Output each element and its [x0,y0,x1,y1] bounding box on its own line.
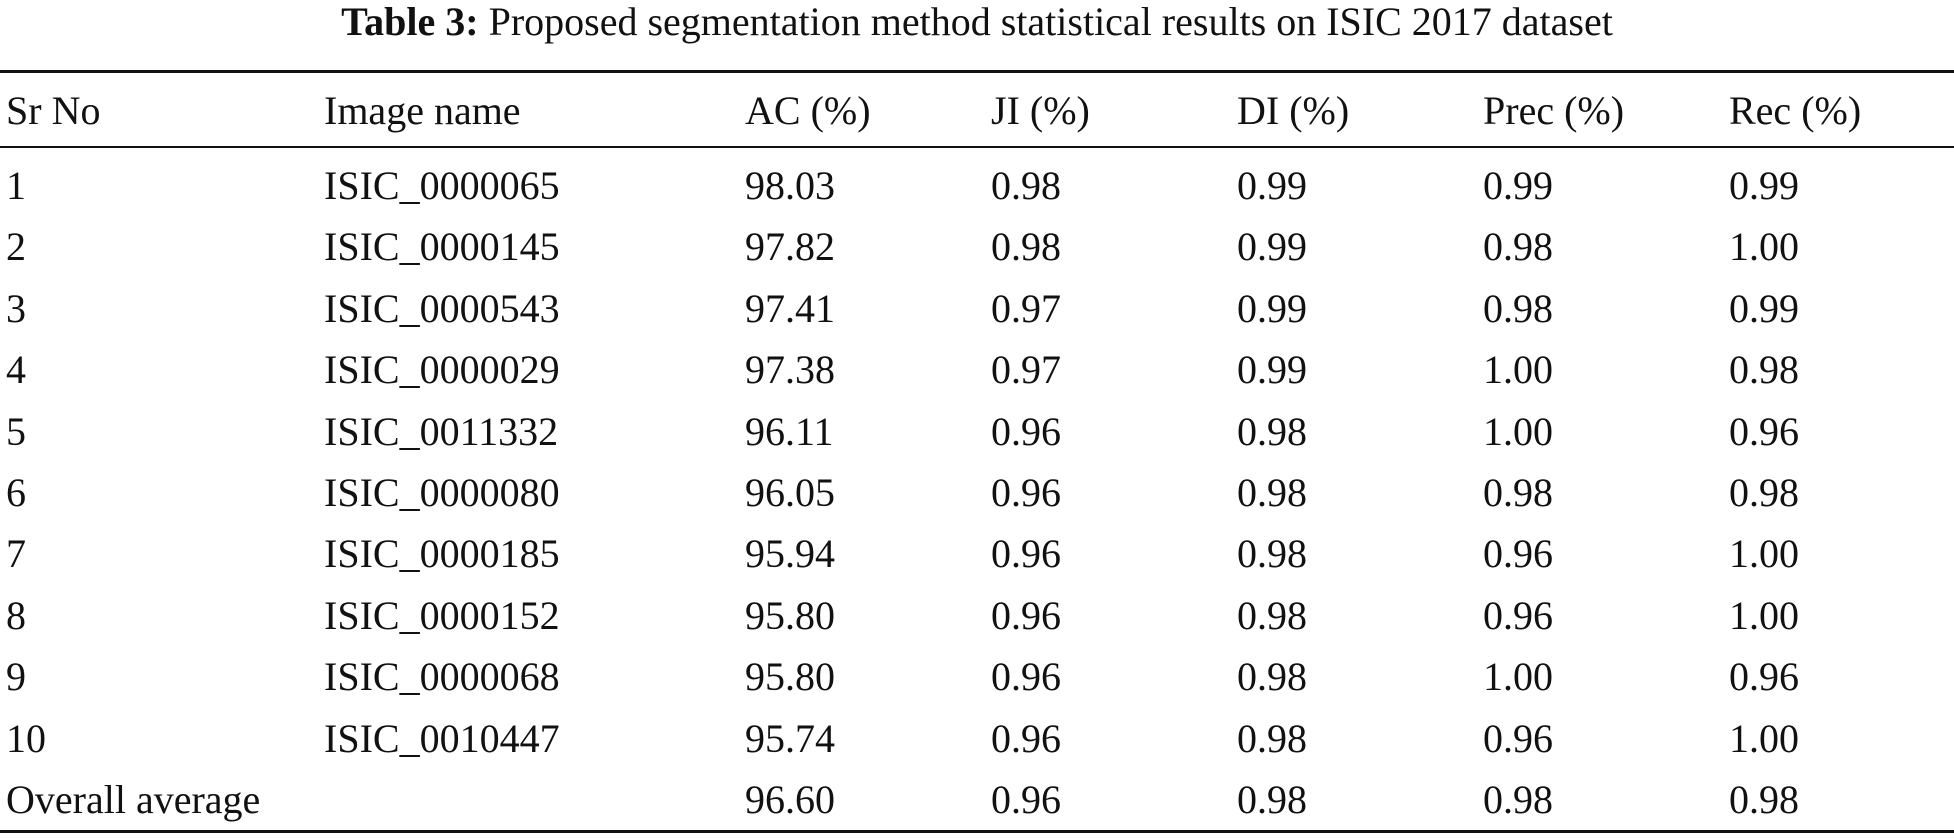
table-cell: 0.96 [991,592,1061,638]
table-cell: 1.00 [1483,654,1553,700]
table-cell: 1.00 [1729,531,1799,577]
table-cell: 9 [6,654,26,700]
table-cell: 0.98 [1483,285,1553,331]
top-rule [0,70,1954,73]
table-cell: ISIC_0000543 [324,285,560,331]
table-cell: 8 [6,592,26,638]
column-header: Sr No [6,88,101,133]
column-header: Image name [324,88,521,133]
table-cell: 0.98 [991,224,1061,270]
average-cell: 0.96 [991,777,1061,822]
average-label: Overall average [6,777,261,822]
table-cell: 0.99 [1729,163,1799,208]
table-cell: 5 [6,408,26,454]
table-cell: 0.99 [1483,163,1553,208]
table-cell: 0.98 [1729,470,1799,515]
table-cell: 95.80 [745,654,835,700]
table-cell: 0.96 [991,531,1061,577]
table-cell: 0.96 [1729,408,1799,454]
table-cell: ISIC_0000152 [324,592,560,638]
table-cell: ISIC_0000080 [324,470,560,515]
table-cell: 97.82 [745,224,835,270]
table-cell: 2 [6,224,26,270]
average-cell: 0.98 [1729,777,1799,822]
table-cell: 0.96 [991,715,1061,761]
average-cell: 0.98 [1237,777,1307,822]
table-cell: 10 [6,715,46,761]
table-cell: 1.00 [1729,224,1799,270]
table-cell: 0.98 [1237,531,1307,577]
table-cell: 95.80 [745,592,835,638]
table-cell: ISIC_0000068 [324,654,560,700]
table-cell: 95.74 [745,715,835,761]
table-cell: 3 [6,285,26,331]
table-cell: 0.97 [991,285,1061,331]
bottom-rule [0,830,1954,833]
table-caption: Proposed segmentation method statistical… [488,0,1613,44]
table-cell: 1.00 [1483,408,1553,454]
table-cell: ISIC_0000145 [324,224,560,270]
table-cell: 1.00 [1483,347,1553,393]
table-cell: 95.94 [745,531,835,577]
table-cell: ISIC_0000029 [324,347,560,393]
table-cell: 1.00 [1729,715,1799,761]
table-cell: 0.98 [1483,470,1553,515]
table-cell: ISIC_0000065 [324,163,560,208]
average-cell: 0.98 [1483,777,1553,822]
table-label: Table 3: [341,0,479,44]
column-header: Prec (%) [1483,88,1625,133]
table-cell: 0.96 [991,470,1061,515]
table-cell: 0.96 [1729,654,1799,700]
table-cell: 0.98 [1729,347,1799,393]
table-cell: 97.38 [745,347,835,393]
table-cell: 4 [6,347,26,393]
table-cell: 0.96 [991,408,1061,454]
column-header: DI (%) [1237,88,1350,133]
table-cell: 0.98 [1237,592,1307,638]
average-cell: 96.60 [745,777,835,822]
table-cell: 0.96 [1483,531,1553,577]
table-cell: 1 [6,163,26,208]
table-cell: 0.99 [1237,224,1307,270]
table-cell: 6 [6,470,26,515]
column-header: Rec (%) [1729,88,1862,133]
column-header: JI (%) [991,88,1090,133]
table-cell: 1.00 [1729,592,1799,638]
table-cell: 0.99 [1237,285,1307,331]
table-cell: 7 [6,531,26,577]
table-cell: 0.99 [1237,163,1307,208]
table-cell: ISIC_0011332 [324,408,559,454]
table-cell: 0.98 [1483,224,1553,270]
table-cell: ISIC_0000185 [324,531,560,577]
header-rule [0,146,1954,148]
table-cell: 0.99 [1237,347,1307,393]
table-cell: 96.11 [745,408,834,454]
table-cell: ISIC_0010447 [324,715,560,761]
table-cell: 0.98 [991,163,1061,208]
table-title: Table 3: Proposed segmentation method sta… [0,0,1954,44]
table-cell: 96.05 [745,470,835,515]
table-cell: 0.98 [1237,408,1307,454]
table-cell: 0.96 [1483,715,1553,761]
table-cell: 0.98 [1237,654,1307,700]
column-header: AC (%) [745,88,871,133]
table-cell: 0.98 [1237,470,1307,515]
table-cell: 97.41 [745,285,835,331]
table-cell: 0.98 [1237,715,1307,761]
table-cell: 98.03 [745,163,835,208]
table-cell: 0.96 [1483,592,1553,638]
table-cell: 0.96 [991,654,1061,700]
table-cell: 0.97 [991,347,1061,393]
table-cell: 0.99 [1729,285,1799,331]
